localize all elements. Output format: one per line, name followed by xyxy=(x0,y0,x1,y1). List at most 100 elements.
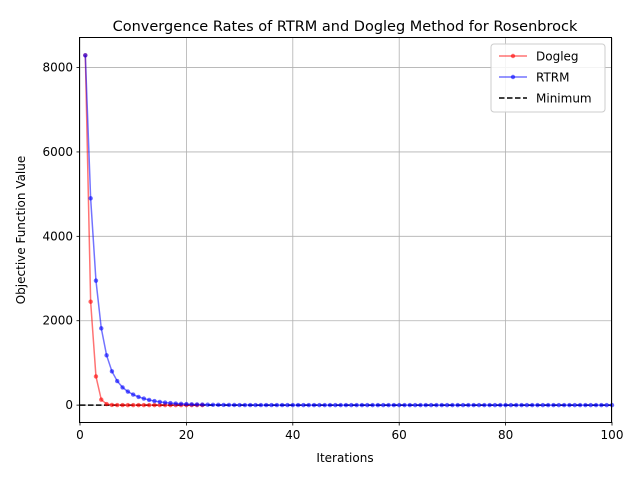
rtrm-point xyxy=(375,402,381,408)
rtrm-point xyxy=(343,402,349,408)
dogleg-point xyxy=(109,402,115,408)
rtrm-point xyxy=(503,402,508,408)
rtrm-point xyxy=(455,402,460,408)
rtrm-point xyxy=(572,402,577,408)
y-tick-label: 8000 xyxy=(42,61,73,75)
legend: Dogleg RTRM Minimum xyxy=(490,43,606,113)
rtrm-point xyxy=(317,402,322,408)
rtrm-point xyxy=(173,401,178,406)
rtrm-point xyxy=(391,402,397,408)
rtrm-point xyxy=(444,402,450,408)
rtrm-point xyxy=(115,378,120,384)
rtrm-point xyxy=(162,400,168,405)
rtrm-point xyxy=(295,402,301,408)
dogleg-point xyxy=(99,397,104,402)
rtrm-point xyxy=(460,402,466,408)
dogleg-point xyxy=(115,402,120,408)
rtrm-point xyxy=(253,402,258,408)
legend-label: RTRM xyxy=(536,71,570,85)
dogleg-point xyxy=(93,374,99,379)
x-tick-label: 40 xyxy=(285,428,300,442)
legend-marker xyxy=(510,53,516,59)
rtrm-point xyxy=(120,385,125,390)
rtrm-point xyxy=(168,400,173,406)
rtrm-point xyxy=(418,402,423,408)
rtrm-point xyxy=(306,402,311,408)
rtrm-point xyxy=(279,402,285,408)
rtrm-point xyxy=(338,402,343,408)
rtrm-point xyxy=(561,402,567,408)
rtrm-point xyxy=(322,402,327,408)
rtrm-point xyxy=(237,402,242,408)
rtrm-point xyxy=(349,402,354,408)
rtrm-point xyxy=(232,402,237,408)
rtrm-point xyxy=(311,402,317,408)
dogleg-point xyxy=(131,402,136,408)
rtrm-point xyxy=(519,402,524,408)
y-tick-label: 6000 xyxy=(42,145,73,159)
rtrm-point xyxy=(365,402,370,408)
dogleg-point xyxy=(136,402,141,408)
rtrm-series xyxy=(83,53,615,408)
rtrm-point xyxy=(588,402,593,408)
rtrm-point xyxy=(136,394,141,400)
rtrm-point xyxy=(402,402,407,408)
rtrm-point xyxy=(269,402,274,408)
rtrm-point xyxy=(397,402,402,408)
rtrm-point xyxy=(93,278,99,283)
rtrm-point xyxy=(359,402,365,408)
rtrm-point xyxy=(524,402,530,408)
legend-box xyxy=(490,43,606,113)
legend-label: Dogleg xyxy=(536,50,579,64)
y-tick-label: 0 xyxy=(65,398,73,412)
rtrm-point xyxy=(99,326,104,331)
rtrm-point xyxy=(407,402,413,408)
rtrm-point xyxy=(290,402,295,408)
rtrm-point xyxy=(258,402,264,408)
rtrm-point xyxy=(178,401,184,407)
legend-label: Minimum xyxy=(536,92,592,106)
rtrm-point xyxy=(109,369,115,374)
y-tick-label: 2000 xyxy=(42,314,73,328)
rtrm-point xyxy=(577,402,583,408)
rtrm-point xyxy=(221,402,226,408)
rtrm-point xyxy=(466,402,471,408)
rtrm-point xyxy=(439,402,444,408)
rtrm-point xyxy=(540,402,546,408)
rtrm-point xyxy=(88,196,93,201)
rtrm-point xyxy=(556,402,561,408)
rtrm-point xyxy=(152,398,157,404)
rtrm-point xyxy=(482,402,487,408)
rtrm-point xyxy=(131,392,136,397)
legend-marker xyxy=(510,74,516,80)
rtrm-point xyxy=(492,402,498,408)
dogleg-point xyxy=(141,402,147,408)
rtrm-point xyxy=(189,402,194,407)
rtrm-point xyxy=(545,402,551,408)
y-tick-label: 4000 xyxy=(42,229,73,243)
rtrm-point xyxy=(450,402,455,408)
rtrm-point xyxy=(248,402,253,408)
x-tick-label: 100 xyxy=(601,428,624,442)
rtrm-point xyxy=(412,402,418,408)
rtrm-point xyxy=(333,402,338,408)
x-tick-label: 80 xyxy=(498,428,513,442)
dogleg-point xyxy=(152,402,157,408)
rtrm-point xyxy=(567,402,572,408)
rtrm-line xyxy=(84,55,612,406)
rtrm-point xyxy=(274,402,280,408)
rtrm-point xyxy=(264,402,269,408)
rtrm-point xyxy=(583,402,588,408)
rtrm-point xyxy=(226,402,232,408)
rtrm-point xyxy=(604,402,609,408)
rtrm-point xyxy=(200,402,205,407)
rtrm-point xyxy=(428,402,434,408)
rtrm-point xyxy=(370,402,375,408)
dogleg-point xyxy=(146,402,152,408)
axis-ticks: 0 20 40 60 80 100 0 2000 4000 6000 8000 xyxy=(42,61,623,442)
dogleg-point xyxy=(88,299,93,304)
rtrm-point xyxy=(476,402,482,408)
rtrm-point xyxy=(593,402,599,408)
x-tick-label: 0 xyxy=(76,428,84,442)
